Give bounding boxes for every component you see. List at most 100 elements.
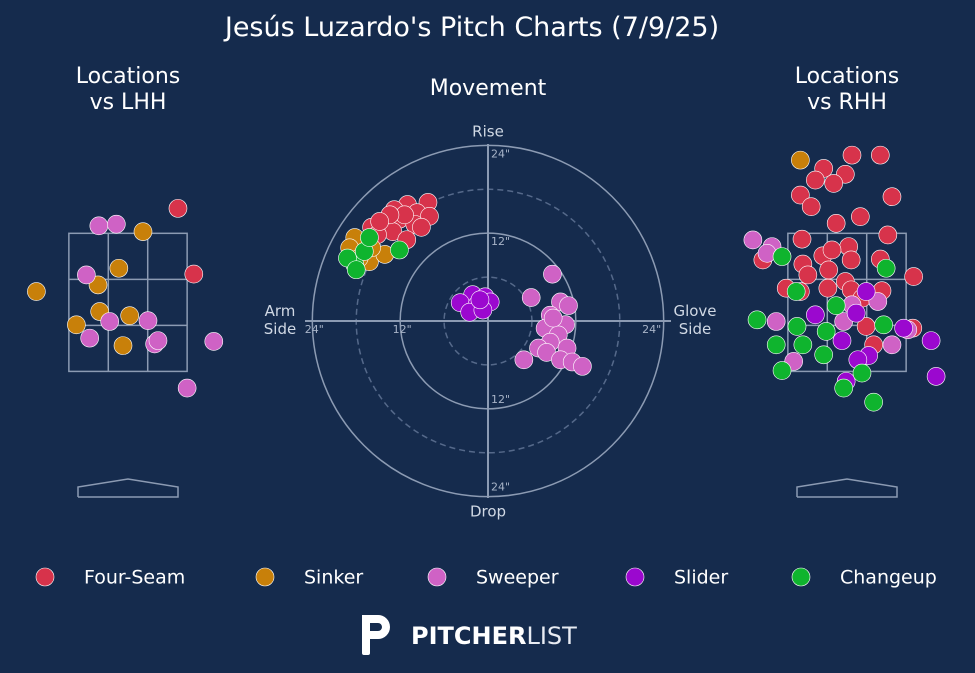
pitch-point [926, 367, 946, 386]
logo-light: LIST [526, 622, 577, 650]
home-plate [796, 478, 898, 498]
pitch-point [894, 318, 913, 338]
pitch-point [109, 258, 129, 278]
pitch-point [871, 145, 890, 165]
pitch-point [148, 331, 168, 350]
legend-label: Sinker [304, 567, 363, 589]
home-plate [77, 478, 179, 498]
pitch-point [904, 267, 923, 286]
pitch-point [204, 332, 224, 351]
pitch-point [370, 212, 389, 231]
ring-label: 24" [642, 323, 661, 336]
legend-marker [427, 567, 447, 587]
pitch-point [819, 260, 838, 280]
pitch-point [559, 296, 578, 315]
pitch-point [67, 315, 86, 335]
logo-icon [362, 615, 390, 655]
pitch-point [814, 345, 833, 365]
ring-label: 24" [491, 147, 510, 160]
pitch-point [412, 218, 431, 237]
pitch-point [77, 265, 96, 285]
pitch-point [832, 331, 852, 350]
pitch-point [184, 264, 204, 284]
pitch-point [921, 331, 941, 350]
pitch-point [772, 247, 792, 266]
pitch-point [787, 317, 807, 336]
ring-label: 24" [491, 481, 510, 494]
pitch-point [514, 350, 534, 370]
pitch-point [846, 303, 866, 323]
pitch-point [543, 308, 563, 328]
panel-title: Locations vs LHH [75, 64, 181, 116]
strike-zone [787, 232, 907, 373]
pitch-point [851, 207, 870, 226]
strike-zone [68, 232, 188, 373]
pitch-point [89, 216, 109, 236]
pitch-point [826, 214, 846, 233]
legend-marker [791, 567, 811, 587]
legend-marker [35, 567, 55, 587]
logo: PITCHERLIST [411, 622, 577, 650]
axis-label: Arm Side [263, 302, 297, 338]
pitch-point [743, 230, 763, 250]
ring-label: 12" [491, 235, 510, 248]
pitch-point [470, 290, 490, 310]
pitch-point [864, 392, 883, 412]
pitch-point [882, 187, 902, 207]
pitch-point [133, 222, 153, 241]
pitch-point [842, 145, 862, 165]
pitch-point [543, 264, 562, 284]
axis-label: Drop [470, 503, 506, 521]
pitch-point [882, 335, 902, 355]
pitch-point [113, 336, 133, 355]
pitch-point [120, 306, 139, 325]
legend-label: Sweeper [476, 567, 559, 589]
pitch-point [766, 335, 786, 355]
page-title: Jesús Luzardo's Pitch Charts (7/9/25) [224, 12, 720, 43]
ring-label: 24" [305, 323, 324, 336]
pitch-point [876, 258, 896, 278]
pitch-point [168, 199, 188, 218]
pitch-point [138, 311, 158, 330]
pitch-point [852, 363, 872, 383]
pitch-point [27, 282, 46, 301]
legend-marker [255, 567, 275, 587]
legend-label: Four-Seam [84, 567, 185, 589]
pitch-point [177, 378, 197, 398]
pitch-point [792, 229, 812, 249]
pitch-point [878, 225, 898, 245]
pitch-point [791, 150, 810, 170]
pitch-point [856, 282, 876, 301]
axis-label: Glove Side [673, 302, 717, 338]
legend-marker [625, 567, 645, 587]
pitch-point [346, 260, 366, 280]
axis-label: Rise [472, 123, 504, 141]
pitch-point [772, 361, 792, 380]
pitch-point [818, 278, 838, 298]
pitch-point [791, 185, 810, 205]
pitch-point [786, 282, 806, 301]
pitch-point [822, 240, 842, 260]
pitch-point [521, 288, 541, 307]
pitch-point [841, 250, 861, 270]
pitch-point [360, 228, 379, 247]
ring-label: 12" [491, 393, 510, 406]
panel-title: Locations vs RHH [794, 64, 900, 116]
pitch-point [798, 265, 818, 285]
pitch-point [100, 312, 119, 331]
pitch-point [806, 170, 825, 190]
pitch-point [874, 315, 893, 335]
pitch-point [390, 240, 409, 260]
pitch-point [826, 296, 846, 315]
legend-label: Changeup [840, 567, 937, 589]
legend-label: Slider [674, 567, 728, 589]
pitch-point [801, 197, 821, 217]
pitch-point [747, 310, 767, 330]
pitch-point [766, 312, 786, 331]
pitch-point [107, 214, 126, 234]
logo-bold: PITCHER [411, 622, 526, 650]
pitch-point [816, 322, 836, 341]
pitch-point [834, 378, 853, 398]
